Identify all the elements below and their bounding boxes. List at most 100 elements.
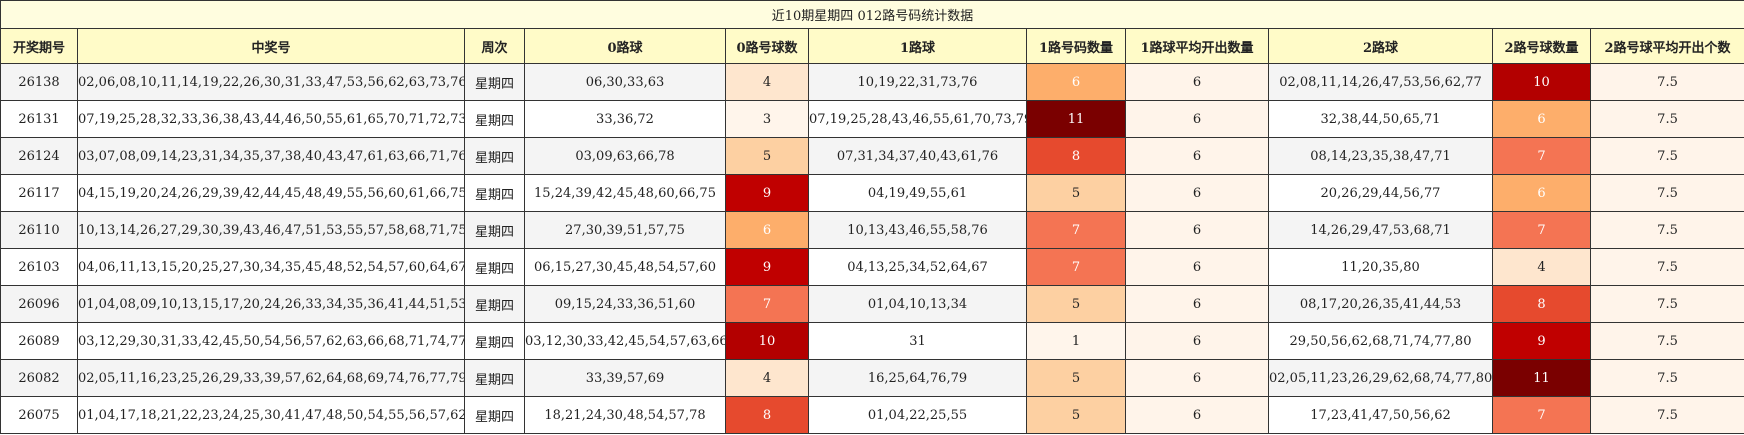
header-road2: 2路球 [1268,28,1493,64]
weekday-cell: 星期四 [464,137,525,175]
road0-count-cell: 9 [725,248,809,286]
period-cell: 26110 [0,211,78,249]
road2-numbers-cell: 32,38,44,50,65,71 [1268,100,1493,138]
road0-count-cell: 3 [725,100,809,138]
road2-count-cell: 4 [1492,248,1591,286]
road1-numbers-cell: 16,25,64,76,79 [808,359,1027,397]
road2-numbers-cell: 02,05,11,23,26,29,62,68,74,77,80 [1268,359,1493,397]
road2-count-cell: 7 [1492,137,1591,175]
road1-avg-cell: 6 [1125,63,1269,101]
weekday-cell: 星期四 [464,359,525,397]
table-row: 26082 02,05,11,16,23,25,26,29,33,39,57,62… [0,359,1744,397]
period-cell: 26131 [0,100,78,138]
road1-avg-cell: 6 [1125,396,1269,434]
road1-avg-cell: 6 [1125,248,1269,286]
road2-count-cell: 9 [1492,322,1591,360]
period-cell: 26082 [0,359,78,397]
winning-numbers-cell: 07,19,25,28,32,33,36,38,43,44,46,50,55,6… [77,100,465,138]
header-road0: 0路球 [524,28,726,64]
period-cell: 26138 [0,63,78,101]
road2-numbers-cell: 29,50,56,62,68,71,74,77,80 [1268,322,1493,360]
road2-numbers-cell: 08,17,20,26,35,41,44,53 [1268,285,1493,323]
road0-count-cell: 9 [725,174,809,212]
road2-avg-cell: 7.5 [1589,137,1744,175]
header-road0-count: 0路号球数 [725,28,809,64]
road1-count-cell: 6 [1026,63,1126,101]
weekday-cell: 星期四 [464,396,525,434]
road0-count-cell: 8 [725,396,809,434]
road1-count-cell: 8 [1026,137,1126,175]
road2-numbers-cell: 11,20,35,80 [1268,248,1493,286]
header-row: 开奖期号 中奖号 周次 0路球 0路号球数 1路球 1路号码数量 1路球平均开出… [0,28,1744,64]
winning-numbers-cell: 04,15,19,20,24,26,29,39,42,44,45,48,49,5… [77,174,465,212]
road0-numbers-cell: 06,30,33,63 [524,63,726,101]
road1-numbers-cell: 01,04,10,13,34 [808,285,1027,323]
weekday-cell: 星期四 [464,174,525,212]
road1-count-cell: 11 [1026,100,1126,138]
road2-count-cell: 7 [1492,211,1591,249]
road0-numbers-cell: 27,30,39,51,57,75 [524,211,726,249]
road2-avg-cell: 7.5 [1589,359,1744,397]
period-cell: 26096 [0,285,78,323]
period-cell: 26089 [0,322,78,360]
period-cell: 26103 [0,248,78,286]
table-row: 26089 03,12,29,30,31,33,42,45,50,54,56,57… [0,322,1744,360]
weekday-cell: 星期四 [464,285,525,323]
header-road2-avg: 2路号球平均开出个数 [1589,28,1744,64]
winning-numbers-cell: 04,06,11,13,15,20,25,27,30,34,35,45,48,5… [77,248,465,286]
road1-avg-cell: 6 [1125,211,1269,249]
winning-numbers-cell: 10,13,14,26,27,29,30,39,43,46,47,51,53,5… [77,211,465,249]
weekday-cell: 星期四 [464,211,525,249]
road1-avg-cell: 6 [1125,100,1269,138]
road0-count-cell: 6 [725,211,809,249]
header-road1-count: 1路号码数量 [1026,28,1126,64]
road0-numbers-cell: 18,21,24,30,48,54,57,78 [524,396,726,434]
road1-numbers-cell: 10,19,22,31,73,76 [808,63,1027,101]
period-cell: 26124 [0,137,78,175]
road1-count-cell: 1 [1026,322,1126,360]
road2-numbers-cell: 17,23,41,47,50,56,62 [1268,396,1493,434]
road2-count-cell: 8 [1492,285,1591,323]
header-numbers: 中奖号 [77,28,465,64]
road0-numbers-cell: 09,15,24,33,36,51,60 [524,285,726,323]
weekday-cell: 星期四 [464,248,525,286]
road1-numbers-cell: 04,19,49,55,61 [808,174,1027,212]
road1-count-cell: 5 [1026,285,1126,323]
road0-count-cell: 10 [725,322,809,360]
table-row: 26131 07,19,25,28,32,33,36,38,43,44,46,50… [0,100,1744,138]
header-road1: 1路球 [808,28,1027,64]
weekday-cell: 星期四 [464,322,525,360]
table-row: 26103 04,06,11,13,15,20,25,27,30,34,35,45… [0,248,1744,286]
road1-avg-cell: 6 [1125,359,1269,397]
road0-numbers-cell: 33,39,57,69 [524,359,726,397]
road2-count-cell: 7 [1492,396,1591,434]
road1-numbers-cell: 04,13,25,34,52,64,67 [808,248,1027,286]
road2-avg-cell: 7.5 [1589,248,1744,286]
period-cell: 26117 [0,174,78,212]
road0-numbers-cell: 03,09,63,66,78 [524,137,726,175]
road0-count-cell: 7 [725,285,809,323]
road2-numbers-cell: 08,14,23,35,38,47,71 [1268,137,1493,175]
road1-avg-cell: 6 [1125,322,1269,360]
road2-numbers-cell: 20,26,29,44,56,77 [1268,174,1493,212]
table-title: 近10期星期四 012路号码统计数据 [0,0,1744,29]
winning-numbers-cell: 02,06,08,10,11,14,19,22,26,30,31,33,47,5… [77,63,465,101]
winning-numbers-cell: 01,04,17,18,21,22,23,24,25,30,41,47,48,5… [77,396,465,434]
road2-count-cell: 10 [1492,63,1591,101]
road2-avg-cell: 7.5 [1589,174,1744,212]
table-row: 26138 02,06,08,10,11,14,19,22,26,30,31,33… [0,63,1744,101]
table-row: 26117 04,15,19,20,24,26,29,39,42,44,45,48… [0,174,1744,212]
road0-numbers-cell: 15,24,39,42,45,48,60,66,75 [524,174,726,212]
road1-avg-cell: 6 [1125,285,1269,323]
table-row: 26096 01,04,08,09,10,13,15,17,20,24,26,33… [0,285,1744,323]
weekday-cell: 星期四 [464,63,525,101]
road1-numbers-cell: 07,31,34,37,40,43,61,76 [808,137,1027,175]
road0-numbers-cell: 03,12,30,33,42,45,54,57,63,66 [524,322,726,360]
winning-numbers-cell: 03,12,29,30,31,33,42,45,50,54,56,57,62,6… [77,322,465,360]
road2-numbers-cell: 02,08,11,14,26,47,53,56,62,77 [1268,63,1493,101]
road0-numbers-cell: 33,36,72 [524,100,726,138]
table-row: 26075 01,04,17,18,21,22,23,24,25,30,41,47… [0,396,1744,434]
road1-count-cell: 5 [1026,174,1126,212]
header-period: 开奖期号 [0,28,78,64]
header-weekday: 周次 [464,28,525,64]
